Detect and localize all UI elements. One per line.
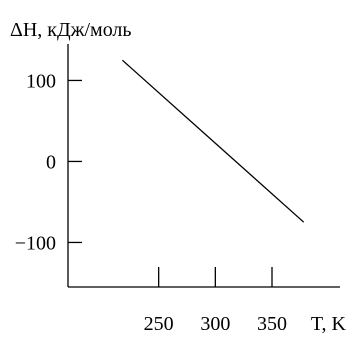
y-tick-label: −100	[15, 232, 56, 254]
y-tick-label: 100	[26, 70, 56, 92]
y-tick-label: 0	[46, 151, 56, 173]
x-axis-label: T, K	[311, 313, 347, 334]
x-tick-label: 350	[257, 313, 287, 334]
series-line	[121, 59, 305, 223]
ticks: 100 0 −100 250 300 350	[15, 70, 287, 335]
axes	[67, 44, 340, 288]
y-axis-label: ΔH, кДж/моль	[10, 19, 132, 41]
x-tick-label: 300	[200, 313, 230, 334]
series	[121, 59, 305, 223]
x-tick-label: 250	[144, 313, 174, 334]
